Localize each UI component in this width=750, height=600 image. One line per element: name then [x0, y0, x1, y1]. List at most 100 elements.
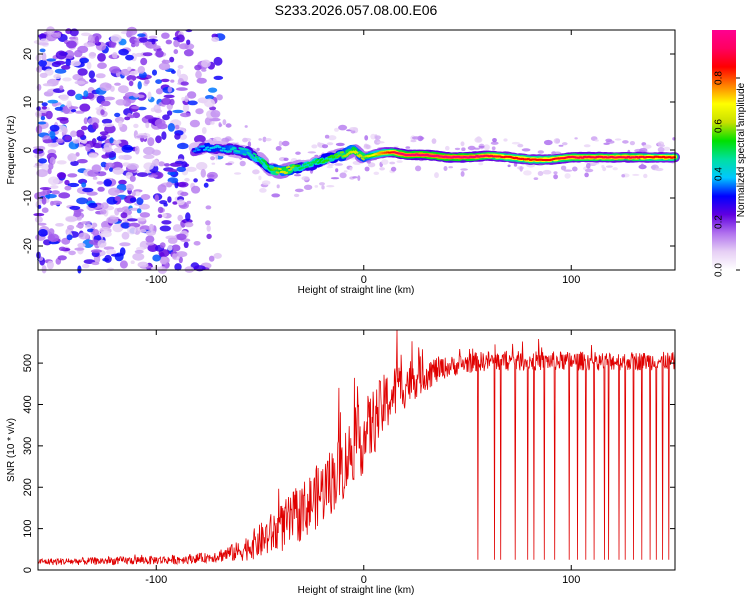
noise-blob: [85, 143, 91, 152]
signal-track-core: [358, 153, 363, 158]
noise-blob: [389, 161, 396, 165]
noise-blob: [196, 162, 208, 171]
noise-blob: [186, 200, 192, 205]
noise-blob: [99, 82, 112, 91]
noise-blob: [161, 59, 171, 64]
noise-blob: [81, 263, 90, 269]
noise-blob: [58, 192, 71, 199]
snr-y-ticks: [38, 362, 675, 571]
noise-blob: [490, 141, 499, 145]
noise-blob: [160, 78, 170, 83]
noise-blob: [584, 168, 594, 173]
signal-track-core: [327, 155, 332, 159]
noise-blob: [339, 172, 347, 179]
noise-blob: [411, 136, 421, 140]
noise-blob: [208, 87, 218, 93]
noise-blob: [151, 159, 160, 167]
signal-track-core: [304, 165, 309, 169]
noise-blob: [184, 177, 190, 182]
noise-blob: [201, 68, 207, 72]
noise-blob: [92, 229, 100, 236]
noise-blob: [73, 209, 82, 218]
noise-blob: [271, 193, 281, 198]
signal-track-core: [273, 167, 278, 170]
snr-x-tick-label: -100: [145, 574, 167, 586]
noise-blob: [60, 65, 71, 70]
noise-blob: [118, 155, 125, 160]
noise-blob: [55, 50, 67, 60]
noise-blob: [176, 68, 181, 77]
noise-blob: [117, 85, 129, 94]
noise-blob: [167, 237, 178, 244]
noise-blob: [161, 220, 172, 225]
spectrogram-noise-layer: [32, 26, 676, 274]
noise-blob: [77, 242, 86, 248]
noise-blob: [161, 97, 172, 105]
noise-blob: [142, 52, 153, 57]
noise-blob: [58, 246, 66, 251]
noise-blob: [187, 100, 198, 106]
noise-blob: [517, 143, 524, 148]
noise-blob: [169, 162, 182, 167]
noise-blob: [261, 180, 271, 186]
noise-blob: [119, 260, 128, 269]
noise-blob: [152, 69, 157, 76]
snr-panel: -100 0 100 0 100 200 300 400 500 Height …: [6, 329, 676, 596]
noise-blob: [208, 174, 215, 178]
noise-blob: [41, 207, 49, 213]
noise-blob: [276, 184, 280, 189]
noise-blob: [38, 59, 47, 67]
noise-blob: [262, 136, 267, 143]
noise-blob: [54, 106, 64, 111]
noise-blob: [136, 208, 142, 214]
snr-x-tick-label: 100: [562, 574, 580, 586]
noise-blob: [155, 50, 164, 58]
noise-blob: [259, 188, 267, 193]
noise-blob: [278, 140, 283, 147]
noise-blob: [176, 182, 187, 187]
noise-blob: [104, 96, 115, 101]
noise-blob: [343, 170, 348, 173]
snr-x-axis-label: Height of straight line (km): [298, 585, 415, 596]
noise-blob: [131, 42, 136, 48]
noise-blob: [39, 48, 46, 53]
noise-blob: [169, 56, 175, 63]
noise-blob: [67, 153, 77, 162]
noise-blob: [171, 244, 181, 252]
signal-track-core: [333, 153, 338, 156]
spectrogram-x-axis-label: Height of straight line (km): [298, 285, 415, 296]
noise-blob: [91, 164, 102, 173]
noise-blob: [145, 122, 150, 129]
noise-blob: [191, 185, 201, 194]
noise-blob: [483, 144, 490, 151]
noise-blob: [176, 199, 185, 206]
noise-blob: [537, 150, 544, 154]
spectrogram-x-tick-label: 0: [361, 274, 367, 286]
noise-blob: [326, 165, 334, 169]
signal-track-inner: [359, 151, 366, 158]
noise-blob: [643, 173, 648, 179]
noise-blob: [614, 138, 622, 141]
signal-track-core: [283, 171, 288, 175]
noise-blob: [124, 116, 131, 121]
signal-track-core: [286, 165, 291, 169]
noise-blob: [37, 222, 47, 226]
noise-blob: [65, 215, 77, 223]
signal-track-inner: [338, 151, 345, 157]
noise-blob: [43, 239, 52, 246]
signal-track-core: [265, 162, 270, 167]
noise-blob: [68, 250, 76, 256]
noise-blob: [67, 182, 80, 188]
noise-blob: [126, 218, 138, 222]
noise-blob: [338, 124, 348, 131]
noise-blob: [119, 247, 126, 256]
noise-blob: [239, 160, 246, 167]
noise-blob: [44, 194, 57, 199]
noise-blob: [75, 129, 85, 138]
noise-blob: [104, 254, 112, 263]
noise-blob: [521, 148, 531, 152]
noise-blob: [165, 39, 172, 45]
noise-blob: [86, 191, 98, 196]
noise-blob: [655, 167, 664, 172]
noise-blob: [583, 144, 591, 148]
